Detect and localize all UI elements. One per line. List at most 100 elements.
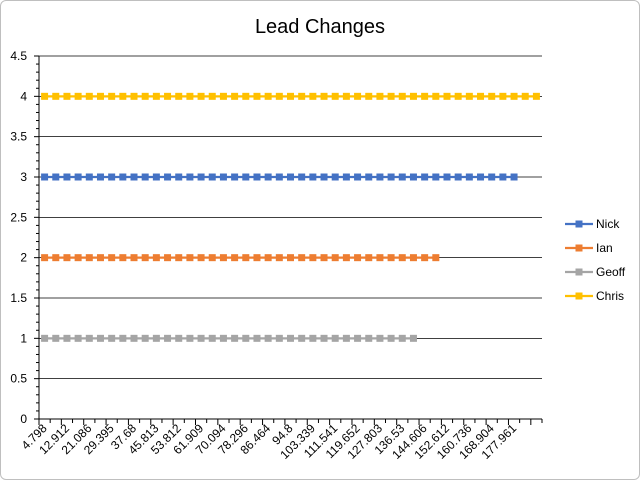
data-point (342, 173, 350, 181)
data-point (108, 173, 116, 181)
y-tick-label: 4 (20, 89, 27, 103)
data-point (298, 173, 306, 181)
data-point (376, 92, 384, 100)
data-point (354, 92, 362, 100)
y-tick-label: 2 (20, 251, 27, 265)
data-point (197, 334, 205, 342)
data-point (264, 173, 272, 181)
data-point (309, 173, 317, 181)
data-point (119, 334, 127, 342)
data-point (74, 334, 82, 342)
data-point (376, 254, 384, 262)
data-point (242, 254, 250, 262)
data-point (85, 92, 93, 100)
data-point (253, 92, 261, 100)
data-point (275, 254, 283, 262)
gridlines (39, 55, 542, 380)
data-point (175, 254, 183, 262)
data-point (141, 173, 149, 181)
data-point (398, 92, 406, 100)
data-point (398, 173, 406, 181)
data-point (421, 173, 429, 181)
data-point (320, 254, 328, 262)
data-point (41, 173, 49, 181)
data-point (63, 334, 71, 342)
data-point (510, 173, 518, 181)
data-point (231, 334, 239, 342)
data-point (119, 92, 127, 100)
data-point (365, 173, 373, 181)
series-lines (41, 92, 540, 342)
data-point (465, 92, 473, 100)
data-point (499, 173, 507, 181)
data-point (208, 254, 216, 262)
data-point (387, 92, 395, 100)
data-point (74, 254, 82, 262)
data-point (376, 173, 384, 181)
data-point (421, 254, 429, 262)
data-point (298, 254, 306, 262)
data-point (186, 173, 194, 181)
data-point (354, 173, 362, 181)
data-point (63, 92, 71, 100)
data-point (409, 173, 417, 181)
data-point (320, 92, 328, 100)
data-point (152, 173, 160, 181)
data-point (499, 92, 507, 100)
data-point (52, 254, 60, 262)
y-tick-label: 3.5 (10, 130, 27, 144)
data-point (409, 334, 417, 342)
legend-marker (575, 268, 583, 276)
data-point (287, 173, 294, 181)
data-point (175, 92, 183, 100)
legend-label: Nick (596, 217, 620, 231)
y-tick-label: 3 (20, 170, 27, 184)
data-point (454, 92, 462, 100)
data-point (219, 334, 227, 342)
data-point (164, 92, 172, 100)
data-point (164, 254, 172, 262)
data-point (342, 254, 350, 262)
data-point (275, 173, 283, 181)
data-point (398, 254, 406, 262)
data-point (119, 254, 127, 262)
data-point (197, 173, 205, 181)
data-point (242, 92, 250, 100)
data-point (108, 92, 116, 100)
data-point (96, 334, 104, 342)
data-point (454, 173, 462, 181)
data-point (242, 334, 250, 342)
data-point (387, 334, 395, 342)
data-point (488, 173, 496, 181)
data-point (465, 173, 473, 181)
data-point (130, 254, 138, 262)
legend-marker (575, 292, 583, 300)
data-point (119, 173, 127, 181)
data-point (287, 334, 294, 342)
data-point (320, 173, 328, 181)
data-point (242, 173, 250, 181)
data-point (275, 92, 283, 100)
data-point (365, 334, 373, 342)
data-point (152, 334, 160, 342)
data-point (409, 254, 417, 262)
data-point (264, 254, 272, 262)
data-point (309, 254, 317, 262)
data-point (320, 334, 328, 342)
data-point (331, 173, 339, 181)
data-point (231, 254, 239, 262)
series-chris (41, 92, 540, 100)
data-point (432, 173, 440, 181)
data-point (309, 334, 317, 342)
data-point (275, 334, 283, 342)
data-point (443, 173, 451, 181)
data-point (85, 173, 93, 181)
data-point (85, 254, 93, 262)
data-point (477, 92, 485, 100)
data-point (253, 334, 261, 342)
y-tick-label: 4.5 (10, 49, 27, 63)
data-point (231, 92, 239, 100)
data-point (387, 254, 395, 262)
